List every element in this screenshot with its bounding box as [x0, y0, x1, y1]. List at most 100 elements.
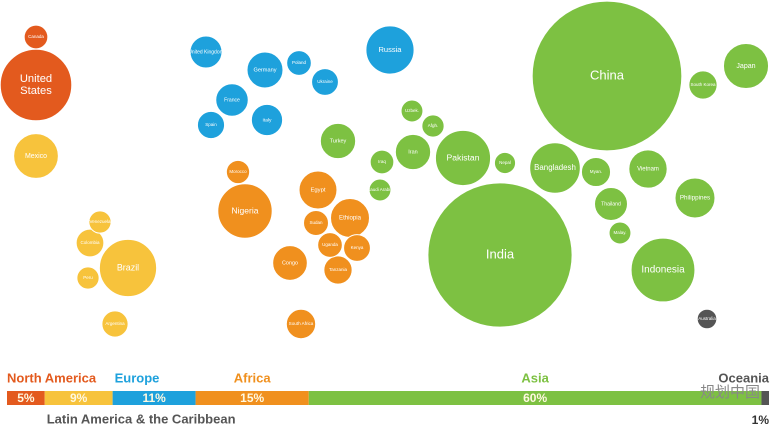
bubble-label: Uganda [322, 242, 338, 247]
bubble-label: South Africa [289, 321, 314, 326]
watermark: 规划中国 [700, 384, 760, 401]
bubble-label: Iraq [378, 159, 386, 164]
bubble-label: Germany [253, 67, 276, 73]
bubble [286, 50, 312, 76]
bar-segment [195, 391, 309, 405]
bubble [674, 177, 716, 219]
bubble-label: Saudi Arabia [367, 187, 393, 192]
bubble-label: Pakistan [446, 152, 479, 162]
bubble [272, 245, 308, 281]
bubble-label: Canada [28, 34, 44, 39]
bubble-label: Afgh. [428, 123, 439, 128]
bubble [189, 35, 223, 69]
bubble-label: China [590, 67, 625, 82]
value-label: 60% [523, 391, 547, 405]
bubble-label: Poland [292, 60, 307, 65]
bubble [369, 149, 395, 175]
bubble-label: South Korea [690, 82, 716, 87]
bubble-label: Nigeria [232, 205, 259, 215]
bubble [323, 255, 353, 285]
bubble-label: Italy [263, 117, 273, 123]
bubble-label: United Kingdom [188, 49, 224, 55]
bubble [303, 210, 329, 236]
bubble [285, 308, 317, 340]
legend-label: Oceania [718, 370, 769, 385]
bubble-label: Malay. [614, 230, 627, 235]
value-label: 5% [17, 391, 35, 405]
bubble [421, 114, 445, 138]
bubble [217, 183, 273, 239]
bubble [246, 51, 284, 89]
bubble [75, 228, 105, 258]
bubble-label: Turkey [330, 138, 347, 144]
bubble [343, 234, 371, 262]
bubble [493, 151, 517, 175]
bubble-label: Kenya [351, 245, 364, 250]
bubble [608, 221, 632, 245]
bubble [311, 68, 339, 96]
bubble [0, 48, 73, 122]
bubble-label: Philippines [680, 195, 710, 202]
bubble-label: Mexico [25, 153, 47, 160]
bubble [98, 238, 158, 298]
legend-label: Europe [115, 370, 160, 385]
bubble-label: Ukraine [317, 79, 333, 84]
bubble-label: Egypt [310, 188, 325, 194]
legend-label: North America [7, 370, 97, 385]
bar-segment [761, 391, 769, 405]
bubble-label: Indonesia [641, 265, 685, 276]
bubble-label: Nepal [499, 160, 511, 165]
bubble-label: Vietnam [637, 167, 659, 173]
bubble [531, 0, 683, 152]
bubble [368, 178, 392, 202]
bubble [400, 99, 424, 123]
bubble-label: France [224, 97, 240, 103]
bubble [298, 170, 338, 210]
bubble [580, 156, 612, 188]
bubble [628, 149, 668, 189]
bar-segment [44, 391, 113, 405]
bubble [696, 308, 718, 330]
bubble [250, 103, 284, 137]
bubble [317, 232, 343, 258]
bubble-label: Peru [83, 275, 93, 280]
bubble [529, 142, 581, 194]
bubble-label: Spain [205, 122, 217, 127]
bubble [88, 210, 112, 234]
bubble-label: Thailand [601, 201, 621, 207]
bubble-label: Australia [698, 316, 716, 321]
bubble-label: Colombia [80, 240, 100, 245]
bubble [394, 133, 432, 171]
bubble-label: Bangladesh [534, 163, 576, 172]
value-label: 11% [142, 391, 166, 405]
bubble-label: United States [20, 73, 52, 97]
bubble-label: India [486, 246, 515, 261]
bubble-label: Argentina [105, 321, 125, 326]
bubble-label: Venezuela [89, 219, 111, 224]
bubble-label: Russia [379, 45, 403, 54]
bubble [13, 133, 59, 179]
bar-segment [112, 391, 196, 405]
bubble-label: Tanzania [329, 267, 348, 272]
bubble [76, 266, 100, 290]
bubble [594, 187, 628, 221]
value-label: 1% [752, 413, 770, 427]
bubble-label: Morocco [229, 169, 247, 174]
bubble-label: Japan [736, 63, 755, 70]
value-label: 15% [240, 391, 264, 405]
bubble [630, 237, 696, 303]
bubble [688, 70, 718, 100]
value-label: 9% [70, 391, 88, 405]
bubble-label: Sudan [309, 220, 323, 225]
legend-label: Latin America & the Caribbean [47, 411, 236, 426]
bubble [215, 83, 249, 117]
bar-segment [7, 391, 45, 405]
bubble [196, 110, 226, 140]
bubble [365, 25, 415, 75]
bubble [434, 129, 492, 187]
legend-label: Africa [234, 370, 272, 385]
bubble [319, 122, 357, 160]
bubble [722, 42, 770, 90]
bubble-label: Brazil [117, 262, 139, 272]
bar-segment [308, 391, 762, 405]
